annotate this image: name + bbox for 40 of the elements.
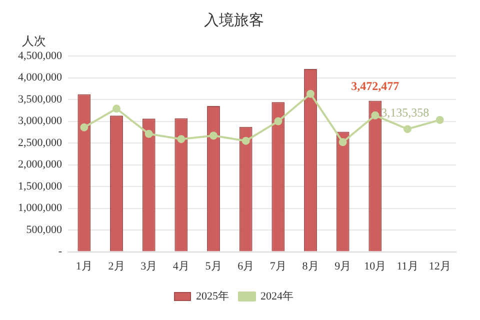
point: [242, 136, 250, 145]
y-tick-label: 2,500,000: [18, 136, 62, 149]
y-tick-label: 3,000,000: [18, 115, 62, 128]
point: [144, 130, 153, 138]
x-tick-label: 11月: [396, 260, 418, 272]
x-tick-label: 10月: [364, 260, 386, 272]
x-tick-label: 12月: [428, 260, 451, 272]
x-tick-label: 9月: [334, 260, 352, 272]
chart-title: 入境旅客: [204, 12, 264, 29]
y-tick-label: 1,500,000: [18, 180, 62, 192]
point: [210, 132, 218, 140]
y-tick-label: 500,000: [26, 224, 62, 236]
x-tick-label: 8月: [302, 260, 319, 272]
y-tick-label: 3,500,000: [18, 93, 62, 106]
y-tick-label: 4,500,000: [18, 50, 62, 62]
legend-label: 2025年: [196, 290, 229, 302]
y-tick-label: 2,000,000: [18, 158, 62, 171]
point: [177, 135, 186, 144]
x-tick-label: 2月: [108, 260, 125, 272]
data-label: 3,472,477: [351, 78, 400, 93]
x-tick-label: 6月: [238, 260, 254, 272]
point: [404, 125, 412, 134]
point: [306, 90, 314, 98]
point: [274, 117, 282, 126]
y-tick-label: -: [58, 246, 62, 258]
data-label: 3,135,358: [381, 106, 430, 120]
point: [436, 116, 444, 124]
legend-label: 2024年: [260, 290, 294, 302]
point: [112, 104, 120, 113]
y-axis-title: 人次: [22, 34, 46, 48]
x-tick-label: 3月: [140, 260, 158, 272]
point: [371, 111, 380, 120]
point: [338, 138, 347, 146]
x-tick-label: 7月: [270, 260, 286, 272]
x-tick-label: 4月: [172, 260, 190, 272]
x-tick-label: 5月: [205, 260, 222, 272]
point: [80, 123, 88, 132]
y-tick-label: 1,000,000: [18, 202, 62, 214]
y-tick-label: 4,000,000: [18, 72, 62, 84]
x-tick-label: 1月: [76, 260, 92, 272]
